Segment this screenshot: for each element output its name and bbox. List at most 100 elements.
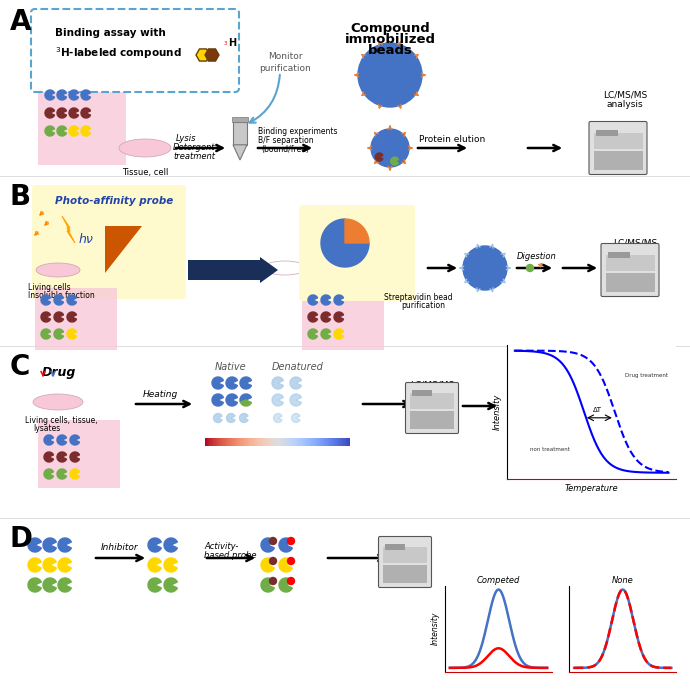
Polygon shape	[28, 558, 41, 572]
Polygon shape	[308, 312, 317, 322]
Text: Drug treatment: Drug treatment	[625, 373, 669, 378]
Polygon shape	[54, 312, 63, 322]
Polygon shape	[213, 413, 222, 422]
Circle shape	[288, 537, 295, 544]
Polygon shape	[148, 538, 161, 552]
Polygon shape	[164, 538, 177, 552]
Polygon shape	[226, 394, 237, 406]
Bar	[593, 133, 642, 149]
Polygon shape	[308, 329, 317, 339]
Bar	[35, 288, 117, 350]
Polygon shape	[226, 377, 237, 389]
Text: treatment: treatment	[173, 152, 215, 161]
Polygon shape	[41, 295, 50, 305]
Polygon shape	[105, 226, 142, 273]
Polygon shape	[334, 312, 344, 322]
Bar	[410, 393, 454, 409]
FancyArrow shape	[188, 257, 278, 283]
Text: Living cells, tissue,: Living cells, tissue,	[25, 416, 97, 425]
FancyBboxPatch shape	[379, 537, 431, 588]
Polygon shape	[62, 216, 75, 243]
Ellipse shape	[33, 394, 83, 410]
Polygon shape	[212, 377, 224, 389]
Text: C: C	[10, 353, 30, 381]
Text: analysis: analysis	[414, 390, 451, 399]
Polygon shape	[290, 394, 302, 406]
Polygon shape	[261, 538, 275, 552]
Text: H: H	[228, 38, 236, 48]
Text: None: None	[612, 576, 633, 585]
Polygon shape	[57, 108, 66, 118]
Bar	[383, 547, 427, 563]
Text: lysates: lysates	[33, 424, 60, 433]
Polygon shape	[58, 538, 71, 552]
Text: Inhibitor: Inhibitor	[101, 543, 139, 552]
Polygon shape	[81, 108, 90, 118]
Polygon shape	[69, 108, 79, 118]
Text: Competed: Competed	[477, 576, 520, 585]
Polygon shape	[44, 452, 54, 462]
Text: Denatured: Denatured	[272, 362, 324, 372]
Polygon shape	[321, 312, 331, 322]
Bar	[38, 420, 120, 488]
Polygon shape	[69, 126, 79, 136]
Polygon shape	[81, 90, 90, 100]
FancyBboxPatch shape	[31, 9, 239, 92]
Polygon shape	[279, 558, 293, 572]
Polygon shape	[212, 394, 224, 406]
Circle shape	[270, 557, 277, 564]
Text: $^3$H-labeled compound: $^3$H-labeled compound	[55, 45, 181, 61]
Text: LC/MS/MS: LC/MS/MS	[383, 537, 427, 546]
Text: Insoluble fraction: Insoluble fraction	[28, 291, 95, 300]
Polygon shape	[261, 578, 275, 592]
Bar	[233, 122, 247, 145]
Polygon shape	[321, 295, 331, 305]
Circle shape	[371, 129, 409, 167]
Text: B/F separation: B/F separation	[258, 136, 314, 145]
Text: (bound/free): (bound/free)	[261, 145, 309, 154]
Polygon shape	[279, 538, 293, 552]
Bar	[232, 117, 248, 122]
Text: Streptavidin bead: Streptavidin bead	[384, 293, 453, 302]
Polygon shape	[43, 538, 57, 552]
Text: Living cells: Living cells	[28, 283, 70, 292]
Polygon shape	[44, 435, 54, 445]
Y-axis label: Intensity: Intensity	[493, 393, 502, 430]
FancyBboxPatch shape	[589, 121, 647, 174]
Text: $^3$: $^3$	[223, 40, 228, 49]
Text: Detergent: Detergent	[173, 143, 215, 152]
Polygon shape	[272, 394, 284, 406]
Polygon shape	[148, 558, 161, 572]
Polygon shape	[41, 329, 50, 339]
Polygon shape	[148, 578, 161, 592]
Text: Compound: Compound	[350, 22, 430, 35]
Text: Heating: Heating	[143, 390, 178, 399]
Polygon shape	[70, 452, 79, 462]
Polygon shape	[279, 578, 293, 592]
Polygon shape	[233, 145, 247, 160]
Text: analysis: analysis	[386, 547, 423, 556]
Polygon shape	[57, 469, 66, 479]
Polygon shape	[334, 329, 344, 339]
Text: Digestion: Digestion	[517, 252, 557, 261]
Polygon shape	[164, 578, 177, 592]
Text: non treatment: non treatment	[530, 446, 570, 452]
Polygon shape	[308, 295, 317, 305]
Bar	[383, 565, 427, 583]
Circle shape	[358, 43, 422, 107]
Polygon shape	[273, 413, 282, 422]
Text: Activity-: Activity-	[204, 542, 238, 551]
Polygon shape	[240, 394, 251, 402]
Polygon shape	[164, 558, 177, 572]
Polygon shape	[321, 219, 369, 267]
Polygon shape	[45, 126, 55, 136]
Text: Protein elution: Protein elution	[419, 135, 485, 144]
Text: based probe: based probe	[204, 551, 257, 560]
Polygon shape	[205, 49, 219, 61]
Polygon shape	[226, 413, 235, 422]
Polygon shape	[43, 578, 57, 592]
Polygon shape	[43, 558, 57, 572]
Polygon shape	[28, 538, 41, 552]
Text: LC/MS/MS: LC/MS/MS	[410, 380, 454, 389]
Polygon shape	[54, 295, 63, 305]
